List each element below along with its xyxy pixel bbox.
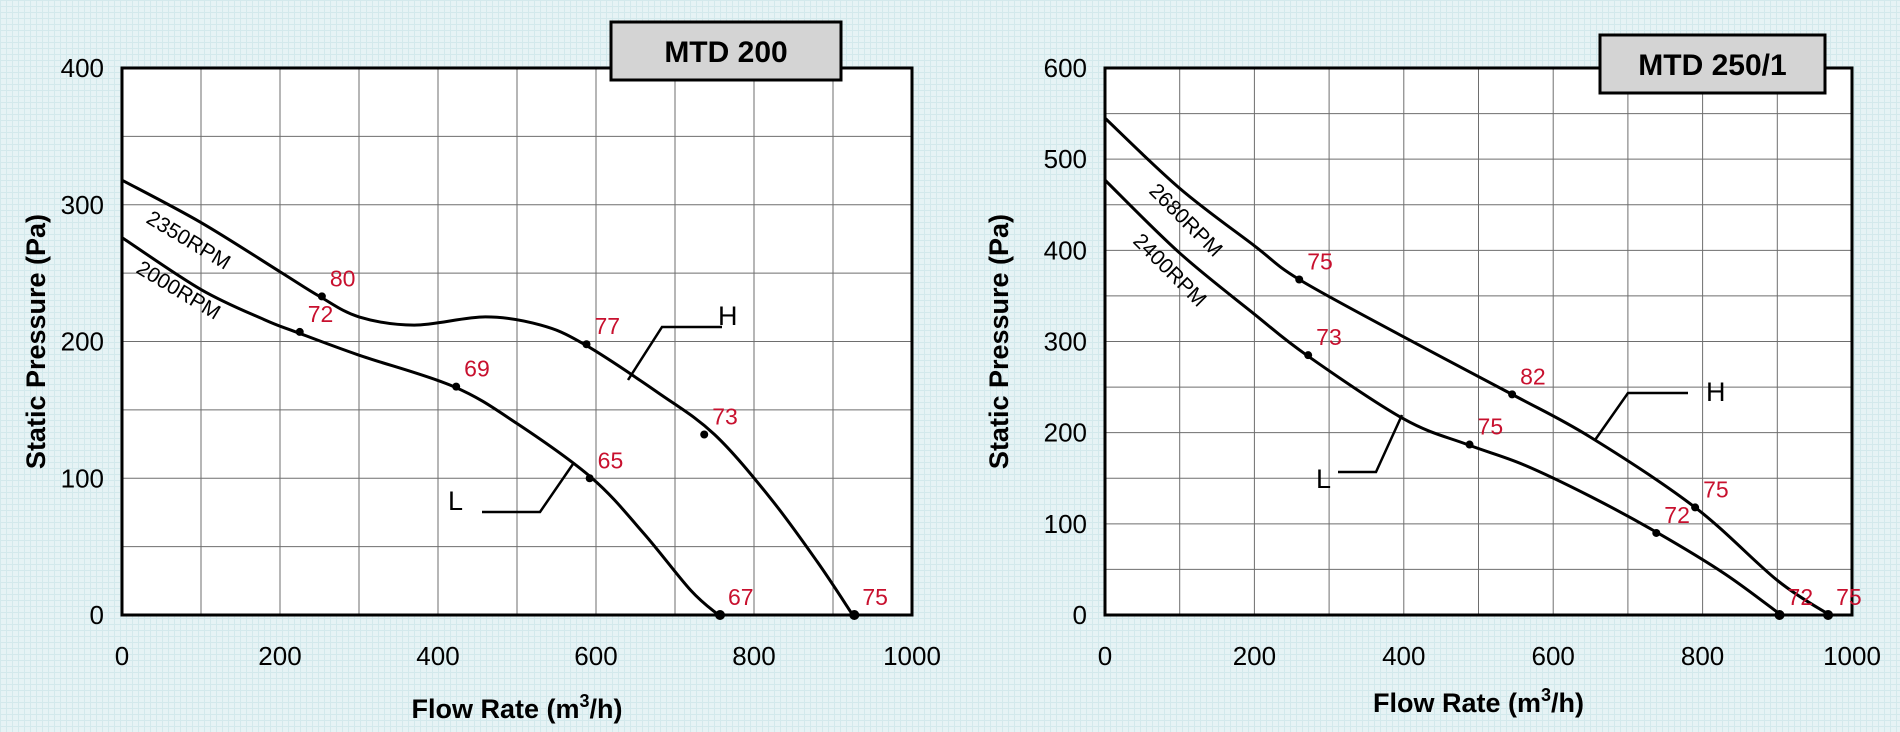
data-point-marker xyxy=(1691,503,1700,512)
x-tick-label: 1000 xyxy=(883,641,941,671)
mode-label-H: H xyxy=(718,301,738,331)
x-axis-title: Flow Rate (m3/h) xyxy=(1373,685,1584,718)
chart-2: 0 200 400 600 800 1000 0 100 200 300 400 500 600 Flow… xyxy=(984,33,1881,718)
data-point-marker xyxy=(1304,351,1313,360)
x-tick-label: 0 xyxy=(115,641,129,671)
data-point-label: 75 xyxy=(1703,476,1729,502)
data-point-marker xyxy=(1823,610,1834,620)
data-point-label: 75 xyxy=(1478,414,1504,440)
data-point-label: 72 xyxy=(308,301,334,327)
x-tick-label: 800 xyxy=(1681,641,1724,671)
chart-1: 0 200 400 600 800 1000 0 100 200 300 400 Flow Rate … xyxy=(21,20,941,724)
x-tick-label: 200 xyxy=(1233,641,1276,671)
x-tick-label: 400 xyxy=(1382,641,1425,671)
plot-frame xyxy=(1103,66,1854,617)
y-axis-title: Static Pressure (Pa) xyxy=(21,214,51,469)
series-line-2350RPM xyxy=(121,178,854,616)
data-point-marker xyxy=(585,474,594,483)
mode-leader-line xyxy=(1338,414,1404,474)
mode-label-H: H xyxy=(1706,377,1726,407)
data-point-label: 72 xyxy=(1788,584,1814,610)
data-point-marker xyxy=(1652,528,1661,537)
series-line-2680RPM xyxy=(1103,117,1831,617)
data-point-marker xyxy=(715,610,726,620)
data-point-marker xyxy=(582,340,591,349)
x-axis-title: Flow Rate (m3/h) xyxy=(411,691,622,724)
y-tick-label: 100 xyxy=(1044,509,1087,539)
mode-label-L: L xyxy=(1316,464,1331,494)
data-point-marker xyxy=(700,430,709,439)
mode-leader-line xyxy=(1593,391,1688,441)
y-tick-label: 100 xyxy=(61,463,104,493)
chart-title: MTD 200 xyxy=(664,36,787,69)
data-point-marker xyxy=(295,327,304,336)
y-axis-title: Static Pressure (Pa) xyxy=(984,214,1014,469)
mode-label-L: L xyxy=(448,486,463,516)
data-point-marker xyxy=(1774,610,1785,620)
data-point-marker xyxy=(317,292,326,301)
x-tick-label: 200 xyxy=(258,641,301,671)
x-tick-label: 600 xyxy=(574,641,617,671)
data-point-label: 77 xyxy=(595,313,621,339)
y-tick-label: 0 xyxy=(90,600,104,630)
data-point-marker xyxy=(1295,275,1304,284)
y-tick-label: 200 xyxy=(61,327,104,357)
x-tick-label: 1000 xyxy=(1823,641,1881,671)
data-point-marker xyxy=(849,610,860,620)
chart-title-box xyxy=(609,20,843,82)
x-tick-label: 400 xyxy=(416,641,459,671)
y-tick-label: 200 xyxy=(1044,418,1087,448)
chart-title-box xyxy=(1598,33,1827,95)
mode-leader-line xyxy=(626,325,722,381)
y-tick-label: 600 xyxy=(1044,53,1087,83)
y-tick-label: 0 xyxy=(1073,600,1087,630)
data-point-label: 75 xyxy=(1836,584,1862,610)
data-point-label: 67 xyxy=(728,584,754,610)
y-tick-label: 500 xyxy=(1044,144,1087,174)
y-tick-label: 400 xyxy=(61,53,104,83)
data-point-marker xyxy=(1465,440,1474,449)
data-point-label: 82 xyxy=(1520,363,1546,389)
data-point-label: 73 xyxy=(712,403,738,429)
data-point-label: 80 xyxy=(330,265,356,291)
data-point-marker xyxy=(452,382,461,391)
y-tick-label: 300 xyxy=(1044,327,1087,357)
plot-frame xyxy=(120,66,914,617)
x-tick-label: 0 xyxy=(1098,641,1112,671)
series-line-2400RPM xyxy=(1103,179,1782,617)
data-point-label: 75 xyxy=(862,584,888,610)
mode-leader-line xyxy=(482,463,575,514)
data-point-label: 75 xyxy=(1307,249,1333,275)
y-tick-label: 400 xyxy=(1044,235,1087,265)
data-point-label: 65 xyxy=(598,447,624,473)
data-point-label: 69 xyxy=(464,356,490,382)
data-point-marker xyxy=(1508,390,1517,399)
data-point-label: 73 xyxy=(1316,324,1342,350)
y-tick-label: 300 xyxy=(61,190,104,220)
x-tick-label: 600 xyxy=(1532,641,1575,671)
chart-title: MTD 250/1 xyxy=(1638,49,1786,82)
data-point-label: 72 xyxy=(1664,502,1690,528)
x-tick-label: 800 xyxy=(732,641,775,671)
